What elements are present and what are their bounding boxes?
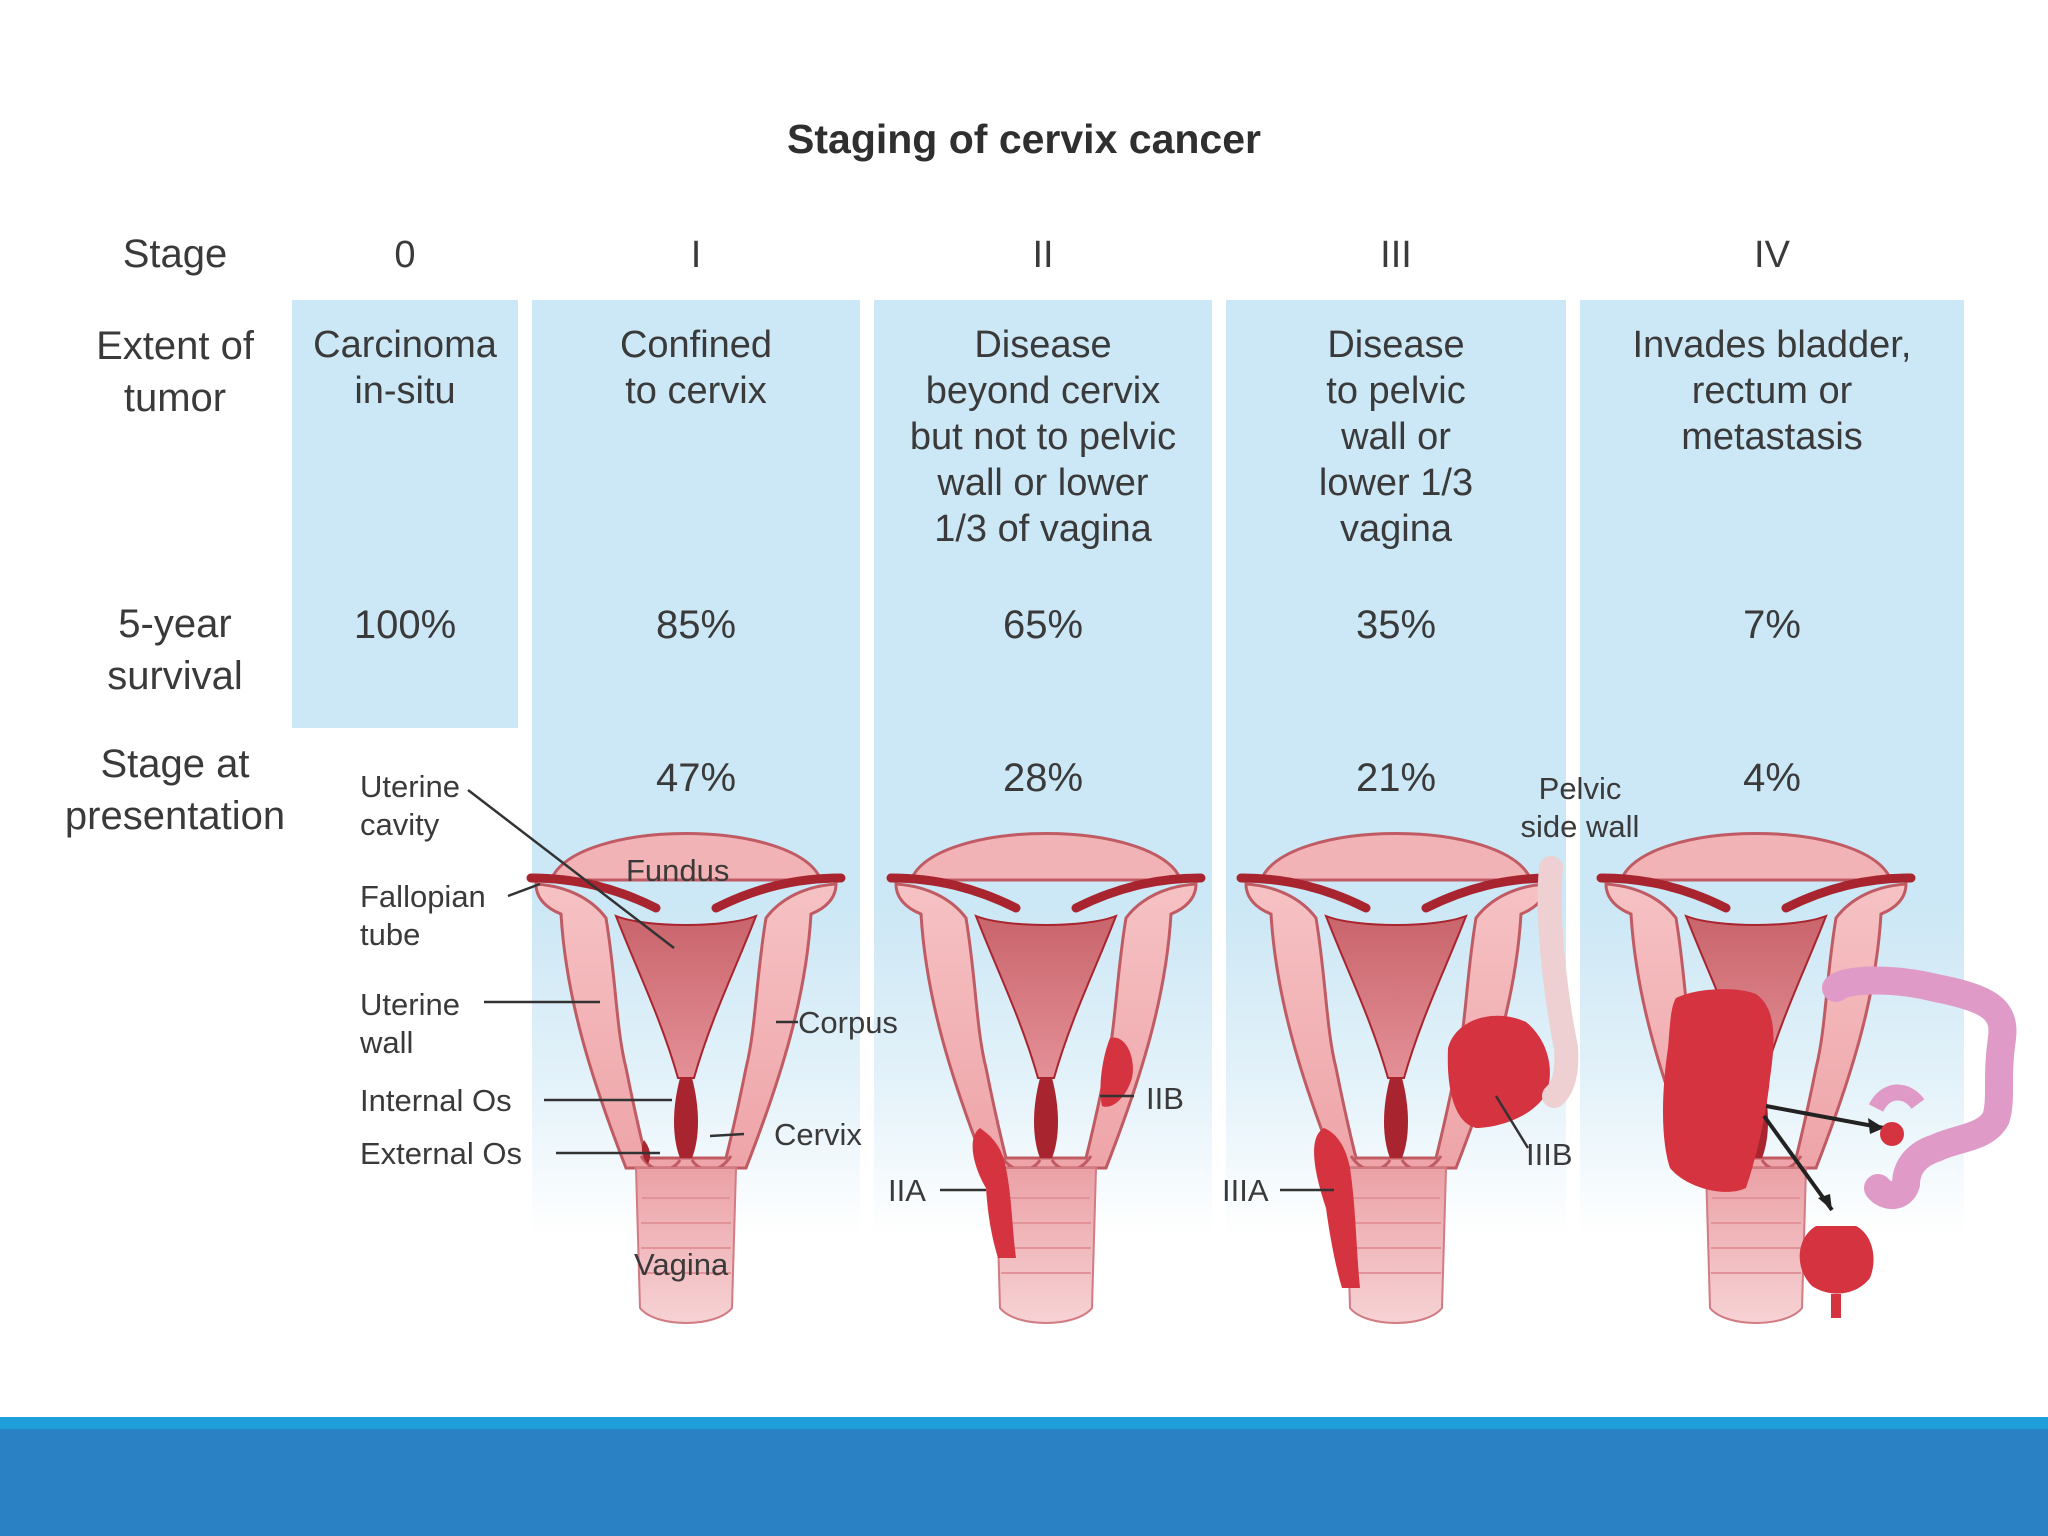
label-uterine-cavity: Uterine cavity: [360, 768, 460, 844]
extent-line: Confined: [619, 324, 773, 366]
extent-line: in-situ: [354, 370, 456, 412]
extent-line: Carcinoma: [313, 324, 497, 366]
row-label-extent-line: tumor: [123, 376, 227, 420]
leader-lines: [467, 789, 1530, 1192]
label-line: Uterine: [360, 987, 460, 1022]
extent-stage-2: Disease beyond cervix but not to pelvic …: [874, 322, 1212, 552]
label-line: Fallopian: [360, 879, 486, 914]
presentation-stage-4: 4%: [1743, 756, 1801, 800]
extent-stage-1: Confined to cervix: [532, 322, 860, 414]
label-line: wall: [360, 1025, 414, 1060]
label-fallopian-tube: Fallopian tube: [360, 878, 486, 954]
extent-line: lower 1/3: [1318, 462, 1474, 504]
label-cervix: Cervix: [774, 1117, 862, 1152]
extent-line: metastasis: [1681, 416, 1863, 458]
stage-header: III: [1380, 234, 1412, 276]
extent-line: to cervix: [625, 370, 767, 412]
stage-header: II: [1032, 234, 1054, 276]
row-label-survival-line: survival: [107, 654, 243, 698]
stage-0-panel: [292, 300, 518, 728]
uterus-stage-2: [891, 834, 1201, 1324]
extent-line: Invades bladder,: [1632, 324, 1912, 366]
row-label-extent: Extent of tumor: [70, 320, 280, 424]
label-internal-os: Internal Os: [360, 1083, 512, 1118]
extent-line: beyond cervix: [925, 370, 1161, 412]
stage-header: IV: [1754, 234, 1790, 276]
label-line: side wall: [1520, 809, 1640, 844]
label-external-os: External Os: [360, 1136, 522, 1171]
label-fundus: Fundus: [626, 853, 730, 888]
label-vagina: Vagina: [634, 1247, 729, 1282]
extent-line: wall or: [1341, 416, 1451, 458]
extent-line: to pelvic: [1326, 370, 1466, 412]
extent-line: rectum or: [1691, 370, 1853, 412]
extent-line: wall or lower: [937, 462, 1149, 504]
footer-bar: [0, 1429, 2048, 1536]
extent-stage-0: Carcinoma in-situ: [292, 322, 518, 414]
label-line: Uterine: [360, 769, 460, 804]
label-uterine-wall: Uterine wall: [360, 986, 460, 1062]
uterus-stage-4: [1601, 834, 2017, 1324]
footer-accent-line: [0, 1417, 2048, 1429]
stage-header: 0: [394, 234, 416, 276]
label-iiib: IIIB: [1526, 1137, 1573, 1172]
extent-line: vagina: [1340, 508, 1452, 550]
survival-stage-1: 85%: [655, 603, 737, 647]
label-pelvic-side-wall: Pelvic side wall: [1480, 770, 1680, 846]
row-label-presentation: Stage at presentation: [40, 738, 310, 842]
row-label-presentation-line: Stage at: [100, 742, 250, 786]
survival-stage-3: 35%: [1355, 603, 1437, 647]
stage-header: I: [690, 234, 702, 276]
survival-stage-0: 100%: [353, 603, 457, 647]
uterus-stage-3: [1241, 834, 1579, 1324]
label-line: cavity: [360, 807, 440, 842]
row-label-survival: 5-year survival: [70, 598, 280, 702]
extent-line: 1/3 of vagina: [934, 508, 1152, 550]
presentation-stage-1: 47%: [655, 756, 737, 800]
label-line: tube: [360, 917, 421, 952]
survival-stage-2: 65%: [1002, 603, 1084, 647]
survival-stage-4: 7%: [1743, 603, 1801, 647]
extent-line: but not to pelvic: [909, 416, 1177, 458]
presentation-stage-3: 21%: [1355, 756, 1437, 800]
extent-line: Disease: [1327, 324, 1465, 366]
label-iib: IIB: [1146, 1081, 1184, 1116]
extent-line: Disease: [974, 324, 1112, 366]
label-corpus: Corpus: [798, 1005, 898, 1040]
extent-stage-3: Disease to pelvic wall or lower 1/3 vagi…: [1226, 322, 1566, 552]
row-label-survival-line: 5-year: [118, 602, 232, 646]
label-line: Pelvic: [1538, 771, 1622, 806]
label-iia: IIA: [888, 1173, 926, 1208]
extent-stage-4: Invades bladder, rectum or metastasis: [1580, 322, 1964, 460]
row-label-presentation-line: presentation: [64, 794, 286, 838]
row-label-extent-line: Extent of: [96, 324, 254, 368]
presentation-stage-2: 28%: [1002, 756, 1084, 800]
label-iiia: IIIA: [1222, 1173, 1269, 1208]
diagram-title: Staging of cervix cancer: [787, 116, 1261, 162]
row-label-stage: Stage: [122, 232, 228, 276]
